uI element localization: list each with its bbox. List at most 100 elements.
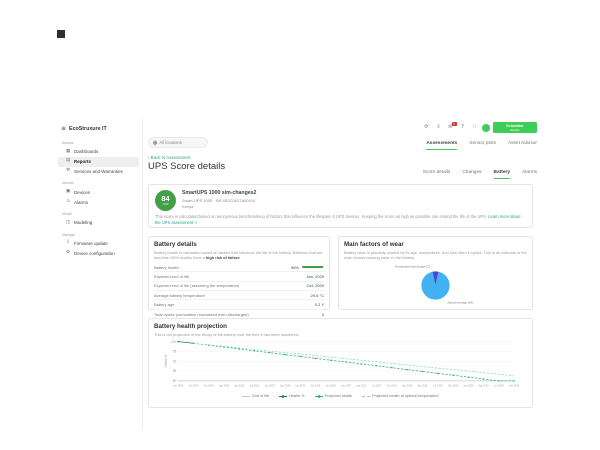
series-marker [284,354,286,356]
battery-detail-value-text: Oct, 2029 [306,283,324,289]
series-marker [268,352,271,354]
apps-icon-glyph: ∷ [472,124,477,130]
score-circle: 84 /100 [155,190,176,211]
series-marker [177,341,179,343]
sidebar-item-reports[interactable]: ▤ Reports [58,156,139,167]
series-marker [330,360,332,362]
battery-detail-label: Battery health [154,264,179,270]
chart-text: Oct 2024 [204,385,215,388]
topbar: ⟳ ⇧ ✉ 5? ∷ Schneider Electric [422,121,537,133]
projection-card-title: Battery health projection [154,323,227,330]
back-to-assessment-link[interactable]: ‹ Back to Assessment [148,155,191,160]
chart-text: Jan 2027 [341,385,352,388]
sidebar-section-label: Monitor [62,181,74,186]
devices-icon: ▣ [65,188,71,194]
battery-desc-1: Battery health is calculated based on fa… [154,250,323,261]
page-title: UPS Score details [148,161,226,172]
sidebar-item-device-configuration[interactable]: ⚙ Device configuration [58,248,139,258]
legend-sample [242,395,251,398]
cards-row: Battery details Battery health is calcul… [148,236,533,317]
sidebar-item-devices[interactable]: ▣ Devices [58,187,139,197]
main-content: ⟳ ⇧ ✉ 5? ∷ Schneider Electric All locations As… [143,119,545,430]
series-marker [436,373,439,375]
legend-item: Projected health [314,394,352,398]
series-marker [360,363,363,366]
score-description-text: This score is calculated based on anonym… [155,214,488,219]
legend-item: End of life [242,394,269,398]
series-projected-health [193,343,515,382]
pie-slice [421,271,450,300]
series-marker [238,348,240,351]
subtab-alarms[interactable]: Alarms [522,170,537,175]
refresh-icon[interactable]: ⟳ [422,123,431,132]
schneider-logo-line2: Electric [510,127,520,132]
external-link-icon: ↗ [194,221,198,226]
device-configuration-icon: ⚙ [65,250,71,256]
subtab-changes[interactable]: Changes [462,170,482,175]
projection-card-description: This is our projection of the decay of t… [154,332,300,337]
sidebar-item-label: Devices [74,189,91,195]
sidebar-section-label: Manage [62,232,75,237]
score-row: 84 /100 SmartUPS 1000 sim-changes2 Smart… [155,190,526,211]
sidebar-item-firmware-update[interactable]: ⇩ Firmware update [58,239,139,249]
help-icon[interactable]: ? [458,123,467,132]
learn-more-link[interactable]: Learn more about the UPS assessment ↗ [155,214,520,225]
pie-slice [432,271,439,286]
battery-detail-value: Oct, 2029 [307,283,324,288]
apps-icon[interactable]: ∷ [470,123,479,132]
device-info: SmartUPS 1000 sim-changes2 Smart-UPS 100… [182,190,256,209]
chart-text: Apr 2026 [295,385,306,388]
legend-sample [314,395,323,398]
tab-assessments[interactable]: Assessments [426,141,458,150]
user-avatar[interactable] [482,123,490,132]
battery-details-card: Battery details Battery health is calcul… [148,236,330,317]
sidebar-item-label: Reports [74,159,92,165]
location-search-input[interactable]: All locations [148,137,208,148]
sidebar-item-dashboards[interactable]: ▦ Dashboards [58,147,139,157]
battery-detail-row: Battery age 0.2 Y [154,299,324,308]
legend-marker-dot [317,395,320,398]
window-artifact [57,30,65,38]
chart-text: Jan 2029 [463,385,474,388]
export-icon[interactable]: ⇧ [434,123,443,132]
chart-text: Oct 2027 [387,385,398,388]
chart-text: Apr 2028 [417,385,428,388]
tab-asset-advisor[interactable]: Asset Advisor [507,141,537,146]
hamburger-menu-icon[interactable]: ≡ [61,125,67,132]
wear-pie-chart: Temperature percentage (7) Age percentage… [344,261,527,307]
battery-detail-row: Expected end of life (assuming the tempe… [154,280,324,290]
subtab-battery[interactable]: Battery [493,170,511,179]
sidebar-item-label: Device configuration [74,250,115,256]
pie-label-leader [442,298,446,302]
sidebar-item-services-and-warranties[interactable]: ⚒ Services and Warranties [58,167,139,177]
series-marker [452,374,454,377]
chart-text: Jul 2025 [250,385,260,388]
sidebar-item-alarms[interactable]: ⚠ Alarms [58,197,139,207]
series-marker [391,367,393,369]
legend-sample [362,395,371,398]
battery-rows: Battery health 96% Expected end of life Jan… [154,263,324,318]
legend-item: Projected health at optimal temperature [362,394,439,398]
series-marker [482,378,485,381]
subtab-score-details[interactable]: Score details [422,170,451,175]
brand-row: ≡ EcoStruxure IT [55,124,142,136]
notifications-icon[interactable]: ✉ 5 [446,121,457,132]
legend-item: Health % [279,394,305,398]
score-denominator: /100 [162,202,169,207]
chart-text: Jul 2027 [372,385,382,388]
chart-text: Oct 2026 [326,385,337,388]
sidebar-item-modeling[interactable]: ◫ Modeling [58,218,139,228]
chart-text: Apr 2024 [173,385,184,388]
series-marker [345,361,347,364]
chart-text: Jan 2025 [219,385,230,388]
battery-detail-value-text: 0.2 Y [314,302,324,308]
sidebar: ≡ EcoStruxure IT Assess ▦ Dashboards ▤ Repor… [55,119,143,430]
legend-marker-dot [282,395,285,398]
sidebar-item-label: Services and Warranties [74,168,123,174]
tab-sensor-plots[interactable]: Sensor plots [469,141,496,146]
chart-text: Oct 2025 [265,385,276,388]
chart-text: 100 [171,340,177,344]
chart-text: Jul 2029 [494,385,504,388]
dashboards-icon: ▦ [65,148,71,154]
battery-health-bar [302,265,324,269]
